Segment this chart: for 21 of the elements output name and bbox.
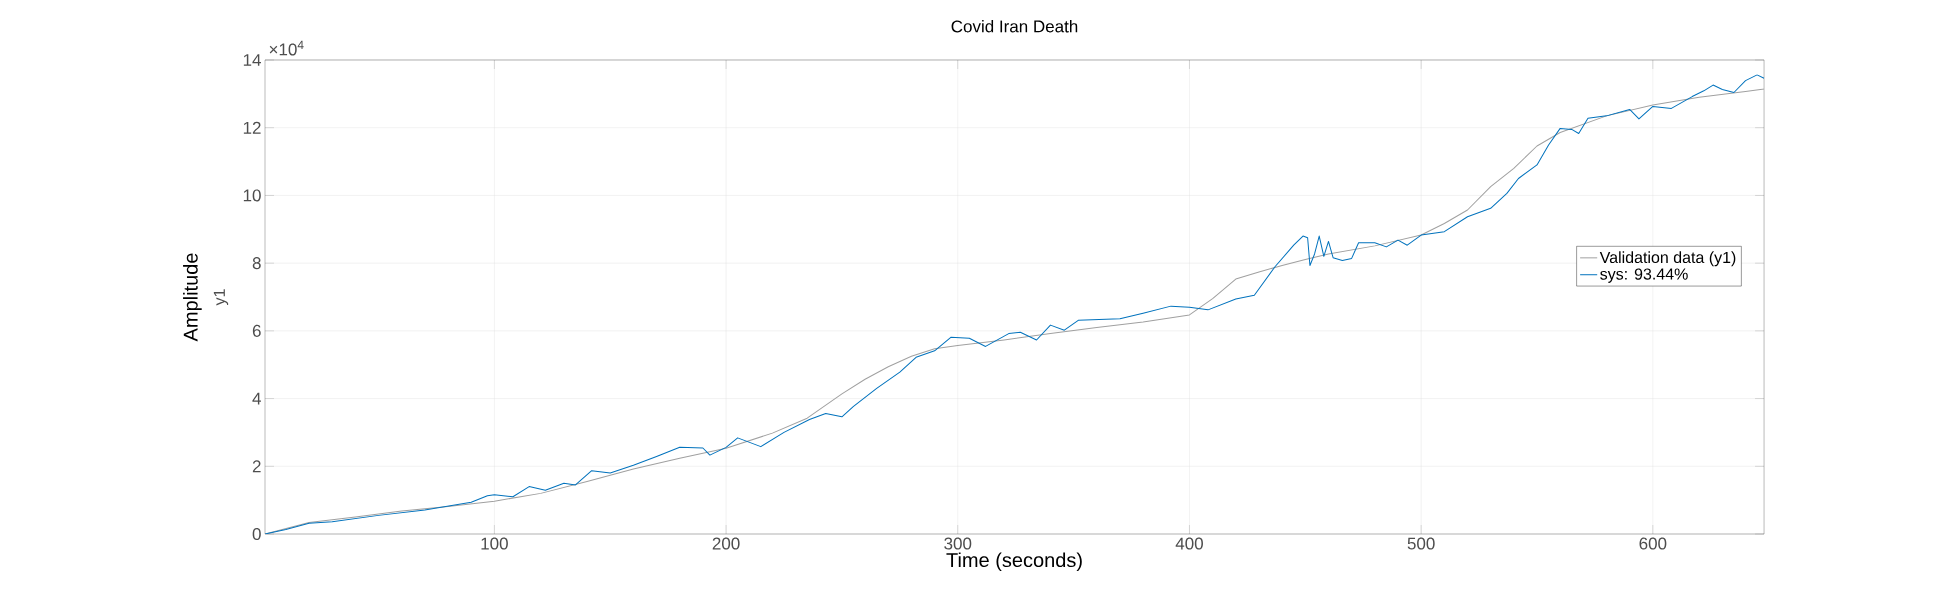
y-axis-title: Amplitude [183,253,202,342]
y-tick-label: 12 [243,121,261,134]
y-tick-label: 8 [252,257,261,270]
x-axis-title: Time (seconds) [946,552,1082,572]
x-tick-label: 200 [712,537,740,550]
y-tick-label: 14 [243,54,261,66]
x-tick-label: 400 [1175,537,1203,550]
text: y1 [213,289,229,306]
y-tick-label: 6 [252,324,261,337]
x-tick-label: 300 [944,537,972,550]
y-tick-label: 2 [252,460,261,473]
legend-label: sys: 93.44% [1600,268,1688,283]
x-tick-label: 100 [481,537,508,550]
y-tick-label: 0 [252,527,261,541]
chart-title: Covid Iran Death [951,19,1078,33]
y-tick-label: 10 [243,189,261,202]
x-tick-label: 600 [1639,537,1667,550]
text: ×10$^{4}$ [269,40,304,56]
y-tick-label: 4 [252,392,261,405]
legend-label: Validation data (y1) [1599,251,1736,267]
x-tick-label: 500 [1407,537,1435,550]
